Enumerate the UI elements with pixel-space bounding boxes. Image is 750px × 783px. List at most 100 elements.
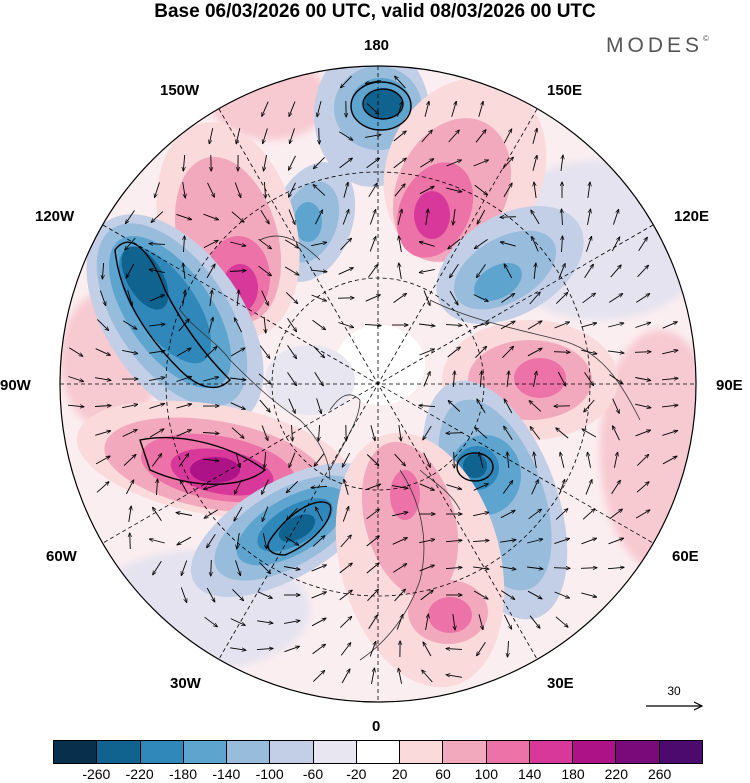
lon-label-150w: 150W (160, 82, 200, 99)
wind-vector (125, 237, 136, 250)
wind-vector (612, 209, 618, 225)
wind-vector (289, 101, 296, 117)
wind-vector (102, 262, 103, 279)
colorbar-tick-label: 60 (435, 766, 451, 782)
wind-vector (453, 209, 456, 225)
wind-vector (285, 292, 297, 303)
wind-vector (207, 182, 215, 197)
wind-vector (68, 347, 83, 357)
wind-vector (445, 325, 462, 326)
wind-vector (313, 345, 325, 358)
wind-vector (421, 130, 433, 143)
wind-vector (636, 294, 649, 303)
anomaly-low-aleutians-4 (364, 89, 402, 119)
wind-vector (446, 160, 462, 167)
wind-vector (125, 480, 133, 495)
wind-vector (176, 430, 192, 437)
colorbar-tick-label: 260 (647, 766, 672, 782)
colorbar-tick-label: 20 (391, 766, 408, 782)
coastline-siberia (429, 299, 641, 421)
wind-vector (203, 484, 219, 490)
wind-vector (560, 452, 565, 468)
wind-vector (365, 295, 381, 302)
lon-label-120e: 120E (674, 208, 710, 225)
wind-vector (419, 349, 435, 356)
wind-vector (341, 669, 350, 684)
wind-vector (635, 430, 651, 437)
colorbar-cell (659, 741, 702, 763)
wind-vector (662, 405, 678, 407)
brand-logo: MODES© (606, 34, 709, 58)
wind-vector (369, 210, 375, 225)
contour-low-aleutians-outer (350, 81, 412, 131)
wind-vector (480, 371, 481, 388)
wind-vector (532, 155, 537, 171)
wind-vector (473, 484, 489, 491)
colorbar-ticks: -260 -220 -180 -140 -100 -60 -20 20 60 100 140 180 2… (53, 766, 703, 783)
wind-vector (634, 352, 651, 353)
anomaly-low-central-siberia-3 (474, 263, 522, 301)
wind-vector (478, 101, 483, 117)
wind-vector (528, 509, 542, 520)
wind-vector (477, 642, 486, 655)
wind-vector (582, 293, 596, 304)
wind-vector (662, 456, 677, 465)
wind-vector (340, 643, 351, 656)
wind-vector (419, 483, 435, 490)
wind-vector (608, 323, 624, 328)
lon-label-120w: 120W (35, 208, 75, 225)
wind-vector (260, 209, 269, 224)
wind-vector (235, 560, 241, 575)
wind-vector (472, 540, 489, 541)
wind-vector (339, 616, 351, 628)
wind-vector (423, 452, 431, 468)
colorbar-cell (529, 741, 574, 763)
wind-vector (662, 322, 678, 329)
wind-vector (178, 454, 188, 467)
wind-vector (366, 158, 380, 169)
wind-vector (155, 182, 160, 197)
wind-vector (343, 182, 348, 198)
colorbar-tick-label: 220 (604, 766, 629, 782)
wind-vector (311, 486, 328, 487)
wind-vector (206, 264, 215, 279)
wind-vector (318, 424, 319, 441)
wind-vector (556, 428, 569, 439)
wind-vector (611, 237, 619, 252)
wind-vector (423, 425, 432, 440)
wind-vector (231, 211, 244, 222)
wind-vector (284, 239, 299, 248)
wind-vector (339, 158, 353, 169)
wind-vector (609, 374, 622, 384)
wind-vector (229, 271, 246, 272)
wind-vector (610, 265, 621, 278)
wind-vector (176, 404, 191, 409)
wind-vector (527, 348, 542, 357)
wind-vector (507, 452, 509, 469)
wind-vector (507, 371, 509, 388)
wind-vector (312, 644, 326, 655)
anomaly-low-bering-3 (294, 202, 322, 242)
contour-low-scandinavia (456, 452, 494, 482)
wind-vector (561, 155, 563, 171)
wind-vector (364, 324, 381, 325)
wind-vector (420, 159, 433, 168)
colorbar (53, 740, 703, 764)
anomaly-high-siberia-3 (514, 358, 566, 398)
wind-vector (288, 209, 295, 225)
wind-vector (453, 371, 454, 388)
contour-high-north-atlantic (139, 437, 267, 485)
wind-vector (500, 566, 516, 570)
wind-vector (393, 564, 406, 573)
wind-vector (585, 480, 592, 495)
wind-vector (237, 290, 239, 307)
wind-vector (527, 590, 542, 599)
wind-vector (582, 429, 597, 438)
wind-vector (365, 79, 381, 83)
wind-vector (184, 236, 185, 253)
wind-vector (149, 429, 164, 438)
wind-vector (529, 615, 540, 629)
wind-vector (531, 480, 539, 495)
wind-vector (502, 157, 514, 170)
coastlines (179, 235, 641, 661)
